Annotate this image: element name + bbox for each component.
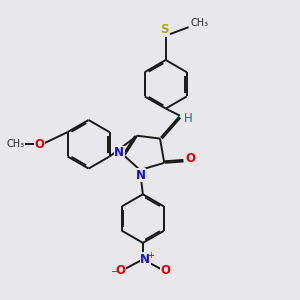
Text: O: O: [186, 152, 196, 165]
Text: +: +: [147, 251, 154, 260]
Text: N: N: [114, 146, 124, 159]
Text: O: O: [160, 263, 170, 277]
Text: S: S: [160, 23, 169, 36]
Text: CH₃: CH₃: [190, 18, 208, 28]
Text: H: H: [184, 112, 192, 124]
Text: CH₃: CH₃: [7, 139, 25, 149]
Text: O: O: [116, 263, 126, 277]
Text: −: −: [111, 267, 119, 277]
Text: N: N: [136, 169, 146, 182]
Text: O: O: [34, 138, 44, 151]
Text: N: N: [140, 253, 150, 266]
